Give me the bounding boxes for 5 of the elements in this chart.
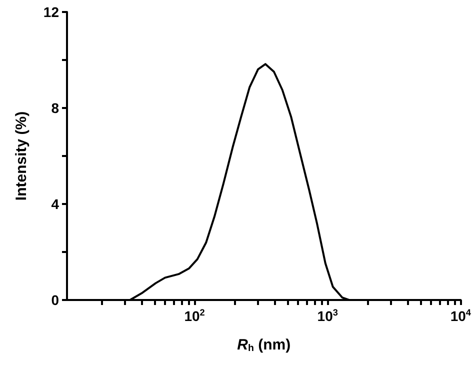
y-tick-label: 0 — [51, 292, 60, 308]
y-axis-title: Intensity (%) — [13, 111, 30, 201]
y-tick-label: 8 — [51, 100, 60, 116]
y-tick-label: 12 — [43, 4, 60, 20]
y-tick-label: 4 — [51, 196, 60, 212]
